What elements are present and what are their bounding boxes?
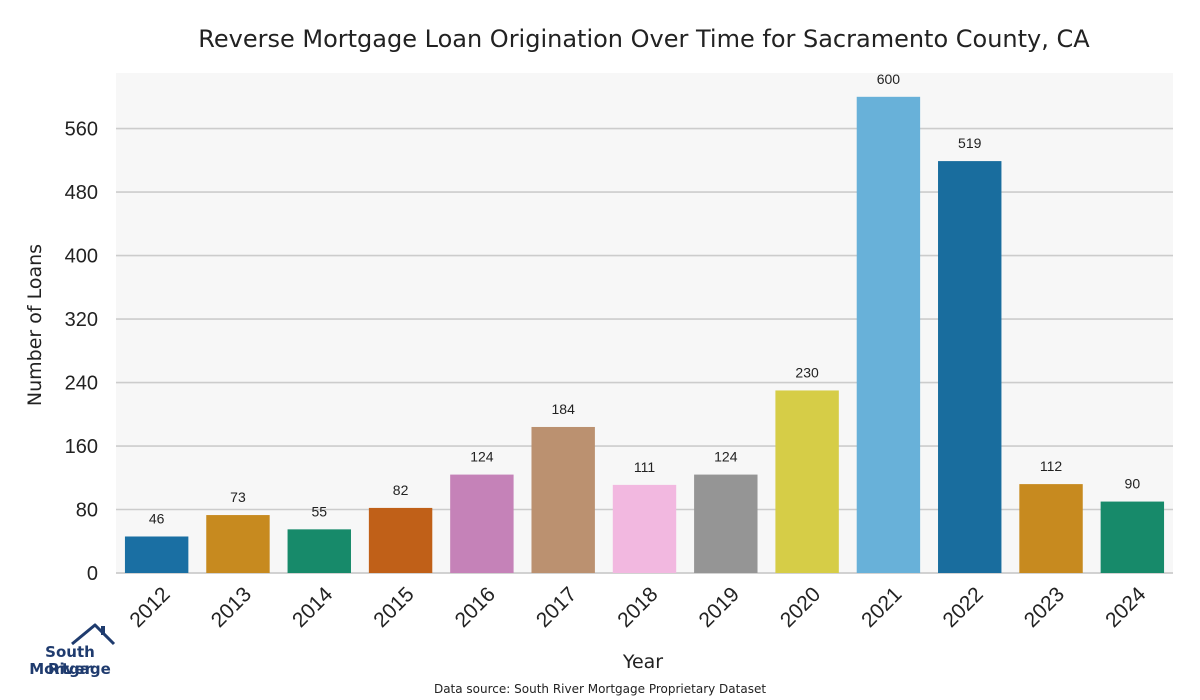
x-tick-label-2019: 2019 xyxy=(695,583,744,632)
x-tick-label-2012: 2012 xyxy=(125,583,174,632)
y-tick-label: 240 xyxy=(65,373,98,395)
data-label-2017: 184 xyxy=(552,401,576,417)
bars xyxy=(124,96,1165,574)
x-tick-label-2021: 2021 xyxy=(857,583,906,632)
bar-2019 xyxy=(694,474,758,573)
data-label-2016: 124 xyxy=(470,449,494,465)
data-label-2019: 124 xyxy=(714,449,738,465)
y-tick-label: 0 xyxy=(87,563,98,585)
x-tick-label-2013: 2013 xyxy=(207,583,256,632)
bar-2023 xyxy=(1019,484,1083,573)
data-label-2020: 230 xyxy=(795,364,819,380)
x-tick-label-2016: 2016 xyxy=(451,583,500,632)
x-tick-label-2015: 2015 xyxy=(369,583,418,632)
y-tick-label: 560 xyxy=(65,119,98,141)
logo-line-1: South River xyxy=(45,643,95,678)
x-tick-label-2020: 2020 xyxy=(776,583,825,632)
data-label-2024: 90 xyxy=(1125,476,1141,492)
x-tick-label-2017: 2017 xyxy=(532,583,581,632)
data-labels: 46 73 55 82 124 184 111 124 230 600 519 112 90 xyxy=(149,71,1140,527)
logo-line-2: Mortgage xyxy=(29,660,111,678)
x-axis-label: Year xyxy=(622,651,663,673)
x-tick-label-2024: 2024 xyxy=(1101,583,1151,633)
data-source-note: Data source: South River Mortgage Propri… xyxy=(434,682,766,696)
bar-2024 xyxy=(1100,501,1165,573)
data-label-2013: 73 xyxy=(230,489,246,505)
data-label-2015: 82 xyxy=(393,482,409,498)
y-tick-label: 400 xyxy=(65,246,98,268)
bar-2020 xyxy=(775,390,839,573)
bar-2018 xyxy=(612,484,677,573)
data-label-2023: 112 xyxy=(1040,458,1063,474)
house-outline-icon xyxy=(71,623,116,646)
y-tick-label: 160 xyxy=(65,436,98,458)
data-label-2018: 111 xyxy=(634,459,655,475)
bar-2021 xyxy=(856,96,921,574)
y-axis-label: Number of Loans xyxy=(24,244,46,406)
data-label-2012: 46 xyxy=(149,510,165,526)
data-label-2021: 600 xyxy=(877,71,901,87)
x-tick-label-2023: 2023 xyxy=(1020,583,1069,632)
bar-2013 xyxy=(206,515,270,573)
south-river-mortgage-logo: South River Mortgage xyxy=(22,620,118,682)
data-label-2014: 55 xyxy=(311,503,327,519)
y-tick-label: 80 xyxy=(76,500,98,522)
bar-2014 xyxy=(287,529,351,573)
x-tick-label-2014: 2014 xyxy=(288,583,338,633)
bar-2016 xyxy=(450,474,514,573)
x-tick-label-2018: 2018 xyxy=(613,583,662,632)
y-tick-label: 480 xyxy=(65,182,98,204)
data-label-2022: 519 xyxy=(958,135,982,151)
bar-2012 xyxy=(124,536,189,573)
bar-2022 xyxy=(938,161,1002,573)
y-axis-ticks: 0 80 160 240 320 400 480 560 xyxy=(65,119,98,585)
x-axis-ticks: 2012 2013 2014 2015 2016 2017 2018 2019 2020 2021… xyxy=(125,583,1150,633)
y-tick-label: 320 xyxy=(65,309,98,331)
x-tick-label-2022: 2022 xyxy=(938,583,987,632)
chart-title: Reverse Mortgage Loan Origination Over T… xyxy=(198,25,1090,53)
bar-2015 xyxy=(368,507,433,573)
bar-2017 xyxy=(531,426,595,573)
